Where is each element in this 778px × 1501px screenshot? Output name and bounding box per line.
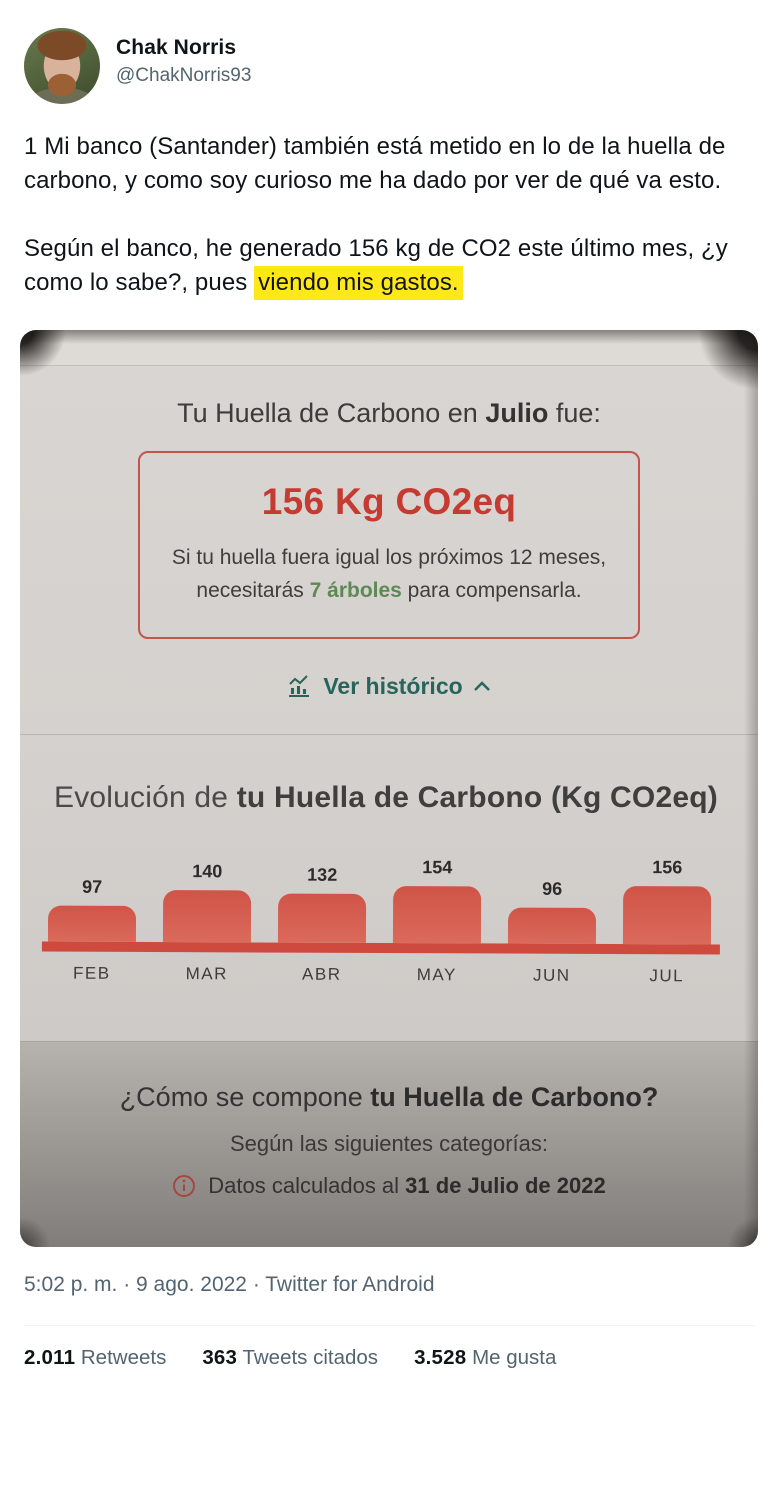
card-title: Tu Huella de Carbono en Julio fue:	[20, 398, 758, 429]
tweet-paragraph-1: 1 Mi banco (Santander) también está meti…	[24, 130, 754, 198]
data-calculated-prefix: Datos calculados al	[208, 1173, 406, 1198]
bar-label: ABR	[302, 964, 342, 984]
forecast-before: necesitarás	[196, 579, 310, 602]
author-name[interactable]: Chak Norris	[116, 36, 237, 59]
bar-label: MAY	[416, 965, 457, 985]
author-handle[interactable]: @ChakNorris93	[116, 65, 252, 86]
bar-label: MAR	[185, 964, 228, 984]
forecast-trees-count: 7 árboles	[309, 579, 402, 602]
chart-bar-may: 154	[392, 857, 482, 944]
bar-value: 140	[192, 861, 223, 882]
avatar[interactable]	[24, 28, 100, 104]
tweet-timestamp: 5:02 p. m. · 9 ago. 2022 · Twitter for A…	[24, 1273, 435, 1296]
tweet-paragraph-2: Según el banco, he generado 156 kg de CO…	[24, 232, 754, 300]
forecast-line-2: necesitarás 7 árboles para compensarla.	[158, 574, 620, 607]
tweet-stats: 2.011 Retweets 363 Tweets citados 3.528 Me…	[24, 1326, 754, 1390]
stat-retweets[interactable]: 2.011 Retweets	[24, 1346, 167, 1369]
compose-title-prefix: ¿Cómo se compone	[119, 1082, 371, 1112]
bar-value: 154	[422, 857, 453, 878]
co2-amount: 156 Kg CO2eq	[261, 481, 517, 522]
stat-me-gusta[interactable]: 3.528 Me gusta	[414, 1346, 557, 1369]
evolution-title-prefix: Evolución de	[54, 781, 237, 814]
bar	[392, 886, 482, 944]
footer-divider	[24, 1325, 754, 1326]
chart-bars: 97 140 132 154 96 156	[42, 857, 720, 945]
evolution-title-bold: tu Huella de Carbono (Kg CO2eq)	[236, 781, 718, 814]
carbon-bar-chart: 97 140 132 154 96 156 FEB MAR ABR MAY JUN JUL	[41, 857, 720, 987]
chart-labels: FEB MAR ABR MAY JUN JUL	[42, 964, 720, 987]
bar-value: 132	[307, 864, 338, 885]
bar-label: JUN	[532, 965, 571, 985]
card-title-prefix: Tu Huella de Carbono en	[177, 398, 486, 428]
card-title-suffix: fue:	[548, 398, 601, 428]
data-calculated-row: Datos calculados al 31 de Julio de 2022	[30, 1173, 748, 1199]
bar-value: 96	[542, 878, 563, 899]
forecast-after: para compensarla.	[401, 579, 582, 602]
tweet-text: 1 Mi banco (Santander) también está meti…	[24, 130, 754, 300]
co2-summary-box: 156 Kg CO2eq Si tu huella fuera igual lo…	[138, 451, 640, 639]
compose-title-bold: tu Huella de Carbono?	[370, 1082, 659, 1112]
data-calculated-text: Datos calculados al 31 de Julio de 2022	[208, 1173, 605, 1199]
ver-historico-label: Ver histórico	[323, 673, 463, 699]
tweet-detail-page: Chak Norris @ChakNorris93 1 Mi banco (Sa…	[20, 0, 758, 1390]
bar	[47, 905, 137, 942]
chart-baseline	[41, 941, 720, 955]
bar-label: JUL	[649, 966, 685, 986]
data-calculated-date: 31 de Julio de 2022	[405, 1173, 606, 1198]
bar-value: 97	[82, 876, 103, 897]
chevron-up-icon	[473, 680, 491, 693]
card-bottom-section: ¿Cómo se compone tu Huella de Carbono? S…	[20, 1041, 758, 1247]
bar-value: 156	[652, 857, 683, 878]
stat-tweets-citados[interactable]: 363 Tweets citados	[202, 1346, 379, 1369]
bar	[622, 886, 712, 945]
embedded-image-carbon-footprint[interactable]: Tu Huella de Carbono en Julio fue: 156 K…	[20, 330, 758, 1247]
bar-label: FEB	[72, 963, 111, 983]
bar	[277, 893, 367, 943]
forecast-line-1: Si tu huella fuera igual los próximos 12…	[171, 546, 607, 569]
ver-historico-button: Ver histórico	[20, 673, 758, 700]
categories-line: Según las siguientes categorías:	[230, 1131, 548, 1156]
tweet-paragraph-1-text: 1 Mi banco (Santander) también está meti…	[24, 133, 726, 194]
tweet-header: Chak Norris @ChakNorris93	[24, 0, 754, 104]
highlighted-text: viendo mis gastos.	[254, 266, 463, 300]
card-main: Tu Huella de Carbono en Julio fue: 156 K…	[20, 366, 758, 1041]
bar	[507, 907, 597, 944]
compose-title: ¿Cómo se compone tu Huella de Carbono?	[30, 1082, 748, 1113]
tweet-paragraph-2-text: Según el banco, he generado 156 kg de CO…	[24, 235, 728, 296]
bar	[162, 890, 252, 943]
co2-forecast: Si tu huella fuera igual los próximos 12…	[158, 541, 620, 607]
author-names: Chak Norris @ChakNorris93	[116, 28, 251, 87]
card-top-strip	[20, 330, 758, 366]
spacer	[20, 985, 758, 1041]
card-title-month: Julio	[485, 398, 549, 428]
bar-chart-icon	[287, 674, 313, 699]
chart-bar-abr: 132	[277, 865, 367, 943]
chart-bar-mar: 140	[162, 861, 252, 943]
chart-bar-feb: 97	[47, 877, 137, 942]
chart-bar-jul: 156	[622, 857, 712, 945]
chart-bar-jun: 96	[507, 879, 597, 944]
info-circle-icon	[172, 1174, 196, 1198]
evolution-title: Evolución de tu Huella de Carbono (Kg CO…	[20, 735, 758, 815]
